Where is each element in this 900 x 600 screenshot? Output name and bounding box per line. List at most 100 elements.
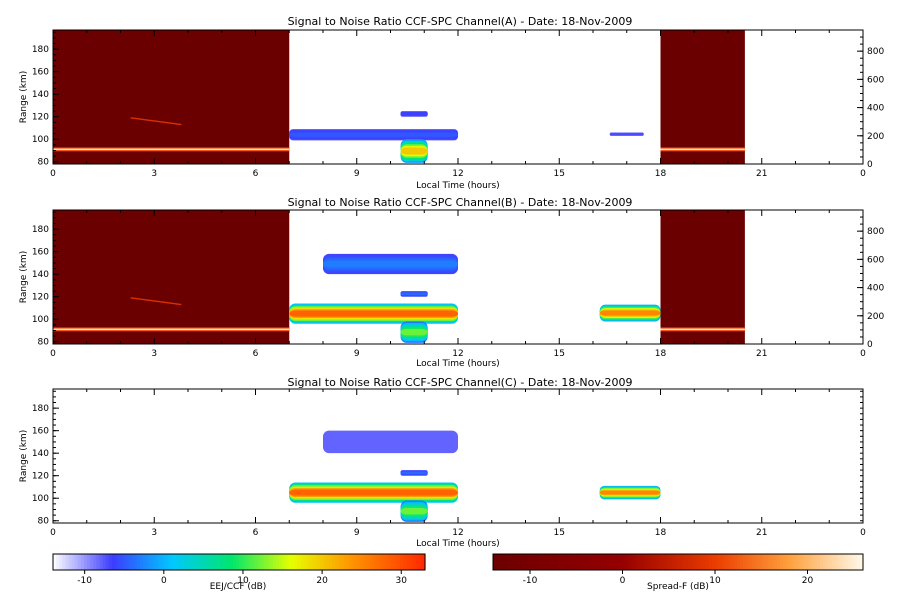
y-tick-label: 120	[32, 472, 49, 482]
colorbar-swatch	[671, 554, 676, 570]
colorbar-swatch	[65, 554, 70, 570]
colorbar-swatch	[841, 554, 846, 570]
colorbar-tick-label: 0	[161, 576, 167, 586]
x-tick-label: 18	[655, 528, 667, 538]
colorbar-swatch	[68, 554, 73, 570]
colorbar-tick-label: 10	[237, 576, 249, 586]
colorbar-swatch	[105, 554, 110, 570]
colorbar-swatch	[77, 554, 82, 570]
colorbar-swatch	[699, 554, 704, 570]
colorbar-swatch	[505, 554, 510, 570]
x-tick-label: 0	[50, 349, 56, 359]
colorbar-swatch	[84, 554, 88, 570]
colorbar-swatch	[859, 554, 864, 570]
colorbar-swatch	[745, 554, 750, 570]
y-tick-label: 160	[32, 68, 49, 78]
colorbar-swatch	[656, 554, 661, 570]
colorbar-swatch	[270, 554, 274, 570]
x-tick-label: 9	[354, 169, 360, 179]
colorbar-swatch	[628, 554, 633, 570]
colorbar-swatch	[610, 554, 614, 570]
colorbar-swatch	[579, 554, 584, 570]
colorbar-swatch	[254, 554, 259, 570]
colorbar-swatch	[826, 554, 830, 570]
colorbar-swatch	[588, 554, 593, 570]
x-tick-label: 12	[452, 169, 463, 179]
colorbar-swatch	[715, 554, 719, 570]
colorbar-swatch	[415, 554, 420, 570]
colorbar-swatch	[591, 554, 596, 570]
colorbar-swatch	[832, 554, 836, 570]
spread-f-block	[53, 30, 290, 164]
colorbar-swatch	[819, 554, 824, 570]
y-tick-label: 160	[32, 427, 49, 437]
colorbar-swatch	[161, 554, 166, 570]
panel-channel-a: Signal to Noise Ratio CCF-SPC Channel(A)…	[19, 15, 884, 191]
colorbar-swatch	[266, 554, 271, 570]
colorbar-swatch	[136, 554, 141, 570]
colorbar-swatch	[810, 554, 815, 570]
colorbar-swatch	[102, 554, 107, 570]
panel-c-xlabel: Local Time (hours)	[416, 539, 499, 549]
colorbar-swatch	[118, 554, 122, 570]
colorbar-swatch	[573, 554, 577, 570]
colorbar-swatch	[758, 554, 762, 570]
colorbar-swatch	[335, 554, 339, 570]
colorbar-swatch	[813, 554, 818, 570]
y-tick-label: 100	[32, 135, 49, 145]
colorbar-swatch	[835, 554, 839, 570]
x-tick-label: 0	[860, 349, 866, 359]
colorbar-swatch	[801, 554, 806, 570]
colorbar-swatch	[232, 554, 237, 570]
colorbar-swatch	[173, 554, 178, 570]
colorbar-swatch	[217, 554, 221, 570]
colorbar-swatch	[121, 554, 125, 570]
colorbar-swatch	[557, 554, 562, 570]
colorbar-swatch	[139, 554, 144, 570]
panel-b-ylabel: Range (km)	[19, 251, 29, 303]
colorbar-swatch	[59, 554, 63, 570]
y-tick-label: 80	[38, 517, 50, 527]
colorbar-swatch	[773, 554, 778, 570]
x-tick-label: 3	[151, 169, 157, 179]
colorbar-swatch	[363, 554, 367, 570]
panel-a-title: Signal to Noise Ratio CCF-SPC Channel(A)…	[288, 15, 633, 28]
colorbar-tick-label: 0	[620, 576, 626, 586]
right-y-tick-label: 400	[867, 104, 884, 114]
x-tick-label: 0	[50, 528, 56, 538]
colorbar-swatch	[242, 554, 246, 570]
colorbar-swatch	[631, 554, 636, 570]
y-tick-label: 120	[32, 113, 49, 123]
colorbar-swatch	[576, 554, 580, 570]
y-tick-label: 80	[38, 338, 50, 348]
colorbar-swatch	[668, 554, 673, 570]
x-tick-label: 3	[151, 528, 157, 538]
x-tick-label: 6	[253, 528, 259, 538]
colorbar-swatch	[223, 554, 228, 570]
eej-region	[400, 507, 428, 515]
right-y-tick-label: 800	[867, 227, 884, 237]
x-tick-label: 9	[354, 349, 360, 359]
colorbar-swatch	[776, 554, 781, 570]
colorbar-swatch	[111, 554, 116, 570]
y-tick-label: 120	[32, 293, 49, 303]
panel-a-ylabel: Range (km)	[19, 71, 29, 123]
colorbar-swatch	[779, 554, 784, 570]
x-tick-label: 21	[756, 349, 767, 359]
colorbar-swatch	[502, 554, 506, 570]
colorbar-swatch	[647, 554, 651, 570]
colorbar-swatch	[702, 554, 707, 570]
colorbar-swatch	[56, 554, 60, 570]
eej-region	[323, 438, 458, 446]
colorbar-swatch	[560, 554, 565, 570]
colorbar-swatch	[789, 554, 793, 570]
x-tick-label: 15	[554, 169, 565, 179]
colorbar-swatch	[297, 554, 302, 570]
colorbar-swatch	[369, 554, 373, 570]
colorbar-swatch	[567, 554, 571, 570]
eej-region	[400, 113, 428, 115]
colorbar-swatch	[288, 554, 293, 570]
colorbar-swatch	[251, 554, 256, 570]
colorbar-swatch	[87, 554, 91, 570]
